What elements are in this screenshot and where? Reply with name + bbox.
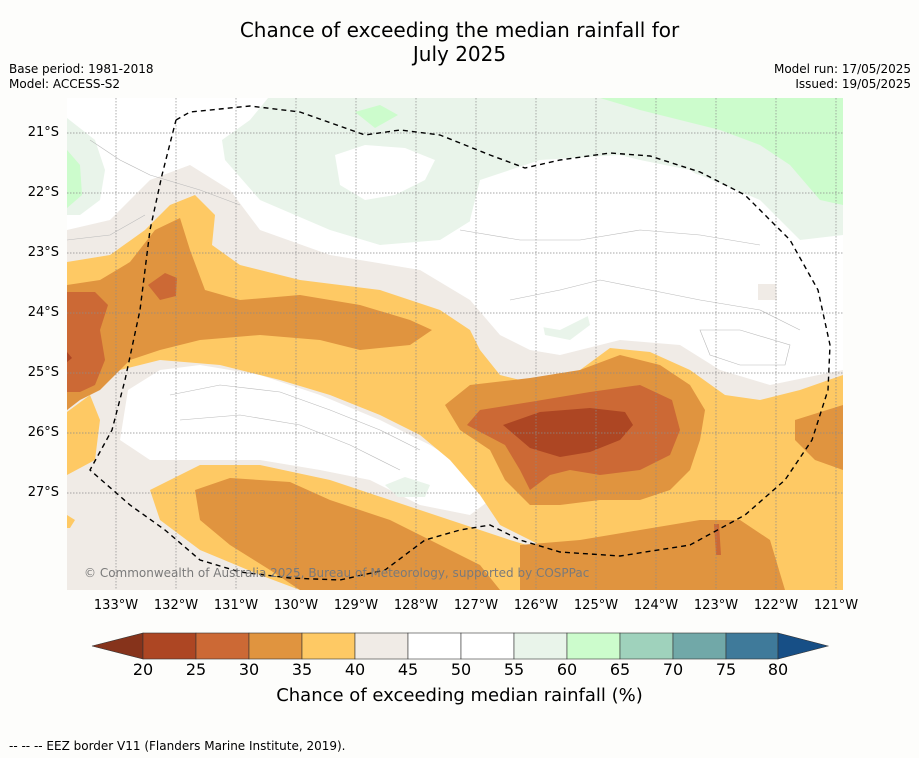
lat-label: 23°S	[27, 245, 59, 260]
colorbar-bin	[142, 632, 197, 660]
colorbar-bin	[513, 632, 568, 660]
zone-35-40-west-edge	[67, 395, 100, 475]
colorbar-tick: 40	[344, 660, 366, 679]
colorbar-tick: 80	[767, 660, 789, 679]
colorbar-tick: 35	[291, 660, 313, 679]
zone-60-65-w	[67, 150, 82, 208]
colorbar-tick: 65	[609, 660, 631, 679]
lon-label: 121°W	[813, 598, 859, 613]
colorbar-over-arrow	[777, 632, 830, 660]
colorbar-bin	[725, 632, 779, 660]
colorbar-bin	[619, 632, 674, 660]
lon-label: 133°W	[93, 598, 139, 613]
title-line-1: Chance of exceeding the median rainfall …	[239, 18, 680, 42]
colorbar-bin	[248, 632, 303, 660]
colorbar-tick: 60	[556, 660, 578, 679]
colorbar-tick: 70	[662, 660, 684, 679]
lon-label: 127°W	[453, 598, 499, 613]
lat-label: 27°S	[27, 485, 59, 500]
zone-20-25-spot	[67, 352, 72, 362]
colorbar-bin	[566, 632, 621, 660]
zone-20-25-core	[503, 408, 633, 457]
rainfall-map	[67, 98, 843, 590]
colorbar-tick: 75	[715, 660, 737, 679]
zone-30-35-main	[67, 218, 432, 410]
zone-60-65-n	[355, 105, 398, 128]
colorbar-tick: 55	[503, 660, 525, 679]
colorbar-title: Chance of exceeding median rainfall (%)	[276, 685, 643, 706]
lon-label: 129°W	[333, 598, 379, 613]
graticule	[67, 98, 843, 590]
colorbar-tick: 45	[397, 660, 419, 679]
colorbar-bin	[407, 632, 462, 660]
lon-label: 123°W	[693, 598, 739, 613]
lat-label: 22°S	[27, 185, 59, 200]
lon-label: 132°W	[153, 598, 199, 613]
lon-label: 122°W	[753, 598, 799, 613]
title-line-2: July 2025	[412, 42, 507, 66]
colorbar-tick: 20	[132, 660, 154, 679]
lat-label: 24°S	[27, 305, 59, 320]
model-name: Model: ACCESS-S2	[9, 77, 121, 91]
colorbar-bin	[301, 632, 356, 660]
zone-35-40-dot	[67, 515, 75, 528]
colorbar-bin	[672, 632, 727, 660]
meta-right: Model run: 17/05/2025 Issued: 19/05/2025	[774, 62, 911, 92]
issued-date: Issued: 19/05/2025	[795, 77, 911, 91]
zone-25-30-west	[67, 292, 108, 392]
colorbar-bin	[354, 632, 409, 660]
contour-lines	[67, 139, 801, 471]
lon-label: 131°W	[213, 598, 259, 613]
base-period: Base period: 1981-2018	[9, 62, 154, 76]
model-run: Model run: 17/05/2025	[773, 62, 911, 76]
colorbar	[91, 632, 830, 660]
colorbar-bin	[195, 632, 250, 660]
lat-label: 21°S	[27, 125, 59, 140]
lat-label: 26°S	[27, 425, 59, 440]
colorbar-bin	[460, 632, 515, 660]
zone-60-65-ne	[600, 98, 843, 205]
lon-label: 130°W	[273, 598, 319, 613]
zone-45-55-west-interior	[120, 365, 490, 515]
eez-border	[89, 105, 831, 581]
copyright-notice: © Commonwealth of Australia 2025, Bureau…	[84, 566, 590, 580]
lon-label: 126°W	[513, 598, 559, 613]
colorbar-under-arrow	[91, 632, 144, 660]
lon-label: 125°W	[573, 598, 619, 613]
zone-50-55-east	[470, 155, 843, 330]
colorbar-tick: 25	[185, 660, 207, 679]
zone-40-45-spot	[758, 284, 777, 300]
colorbar-tick: 50	[450, 660, 472, 679]
zone-55-60-west-interior	[385, 477, 430, 497]
lon-label: 124°W	[633, 598, 679, 613]
zone-30-35-east	[795, 405, 843, 470]
footer-note: -- -- -- EEZ border V11 (Flanders Marine…	[9, 739, 346, 753]
colorbar-tick: 30	[238, 660, 260, 679]
meta-left: Base period: 1981-2018 Model: ACCESS-S2	[9, 62, 154, 92]
zone-30-35-south	[195, 478, 500, 590]
zone-25-30-spot	[148, 273, 177, 300]
zone-50-55-pocket	[335, 145, 435, 200]
lat-label: 25°S	[27, 365, 59, 380]
map-title: Chance of exceeding the median rainfall …	[0, 18, 919, 66]
lon-label: 128°W	[393, 598, 439, 613]
